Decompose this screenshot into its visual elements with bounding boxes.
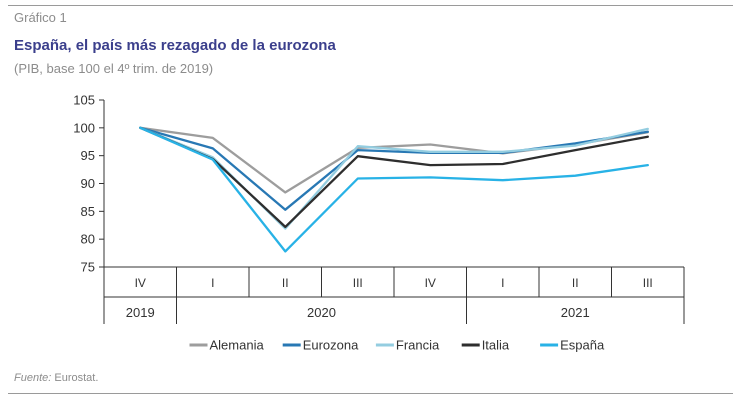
chart-title: España, el país más rezagado de la euroz… xyxy=(14,37,336,54)
y-tick-label: 80 xyxy=(81,232,95,247)
x-tick-label: III xyxy=(643,276,653,290)
x-tick-label: IV xyxy=(425,276,436,290)
y-tick-label: 85 xyxy=(81,204,95,219)
y-tick-label: 75 xyxy=(81,260,95,275)
series-line-eurozona xyxy=(139,126,649,211)
y-tick-label: 105 xyxy=(73,93,95,108)
x-tick-label: II xyxy=(572,276,579,290)
source-label: Fuente: xyxy=(14,372,52,384)
source-text: Eurostat. xyxy=(54,372,99,384)
x-tick-label: III xyxy=(353,276,363,290)
source-note: Fuente: Eurostat. xyxy=(14,372,98,384)
top-rule xyxy=(8,5,733,6)
legend-label: España xyxy=(560,338,605,353)
y-tick-label: 100 xyxy=(73,120,95,135)
year-label: 2019 xyxy=(126,305,155,320)
chart-series-lines xyxy=(139,126,649,253)
x-tick-label: II xyxy=(282,276,289,290)
series-line-españa xyxy=(139,126,649,253)
y-tick-label: 90 xyxy=(81,176,95,191)
y-tick-label: 95 xyxy=(81,148,95,163)
chart-subtitle: (PIB, base 100 el 4º trim. de 2019) xyxy=(14,61,214,76)
bottom-rule xyxy=(8,393,733,394)
figure-label: Gráfico 1 xyxy=(14,10,67,25)
legend-label: Eurozona xyxy=(303,338,359,353)
legend-label: Italia xyxy=(482,338,510,353)
series-line-italia xyxy=(139,126,649,229)
year-label: 2020 xyxy=(307,305,336,320)
x-tick-label: I xyxy=(211,276,214,290)
x-tick-label: IV xyxy=(135,276,146,290)
x-tick-label: I xyxy=(501,276,504,290)
legend-label: Francia xyxy=(396,338,440,353)
chart-legend: Alemania Eurozona Francia Italia España xyxy=(189,338,605,353)
legend-label: Alemania xyxy=(210,338,265,353)
year-label: 2021 xyxy=(561,305,590,320)
